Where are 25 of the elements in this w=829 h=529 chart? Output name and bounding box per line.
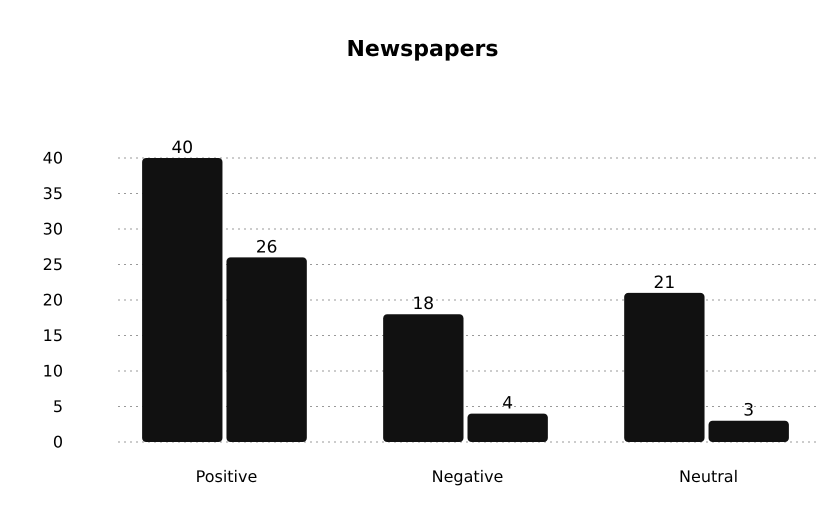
- data-label: 40: [171, 138, 194, 158]
- y-tick-label: 20: [42, 290, 63, 310]
- y-tick-label: 35: [42, 184, 63, 204]
- bar: [624, 292, 705, 442]
- data-label: 26: [256, 237, 278, 258]
- data-label: 4: [502, 394, 514, 414]
- x-tick-label: Neutral: [679, 467, 738, 486]
- data-label: 21: [654, 272, 676, 293]
- y-tick-label: 10: [42, 362, 63, 381]
- y-tick-label: 5: [52, 397, 63, 416]
- bar: [383, 314, 464, 442]
- y-tick-label: 40: [42, 148, 63, 168]
- x-tick-label: Positive: [196, 467, 258, 486]
- chart-title: Newspapers: [346, 37, 498, 62]
- data-label: 3: [743, 400, 754, 421]
- bar: [468, 414, 548, 442]
- y-tick-label: 0: [52, 432, 63, 452]
- bar: [708, 420, 789, 442]
- bar: [142, 158, 222, 442]
- y-tick-label: 15: [42, 326, 63, 346]
- bar: [226, 257, 307, 442]
- y-tick-label: 30: [42, 220, 63, 239]
- data-label: 18: [412, 294, 434, 314]
- y-tick-label: 25: [42, 255, 63, 274]
- x-tick-label: Negative: [432, 467, 504, 486]
